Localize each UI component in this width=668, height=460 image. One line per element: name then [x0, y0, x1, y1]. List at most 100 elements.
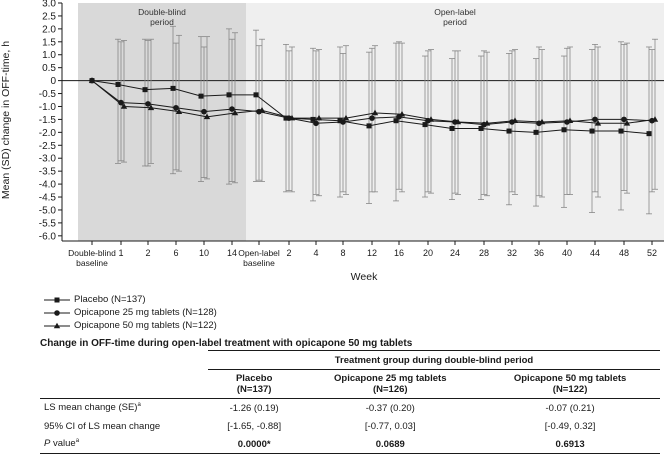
data-point-square — [115, 81, 121, 87]
data-point-triangle — [483, 119, 491, 126]
y-tick-label: -5.0 — [39, 205, 57, 216]
data-point-triangle — [538, 118, 546, 125]
y-axis-label: Mean (SD) change in OFF-time, h — [0, 41, 12, 199]
legend-swatch-circle — [44, 309, 70, 316]
y-tick-label: 2.5 — [42, 11, 56, 22]
data-point-square — [393, 118, 399, 124]
data-point-triangle — [651, 116, 659, 122]
data-point-triangle — [427, 116, 435, 122]
y-tick-label: -1.5 — [39, 115, 57, 126]
column-header-placebo: Placebo (N=137) — [208, 369, 301, 399]
y-tick-label: 0 — [50, 76, 56, 87]
data-point-triangle — [454, 118, 462, 125]
x-tick-label: 28 — [479, 248, 489, 258]
table-row: LS mean change (SE)a -1.26 (0.19) -0.37 … — [44, 402, 595, 414]
data-point-triangle — [594, 119, 602, 126]
x-tick-label: 36 — [534, 248, 544, 258]
data-point-square — [618, 128, 624, 134]
data-point-triangle — [203, 113, 211, 120]
x-tick-label: 44 — [590, 248, 600, 258]
data-point-triangle — [623, 119, 631, 126]
legend-label: Opicapone 50 mg tablets (N=122) — [74, 320, 217, 331]
data-point-square — [646, 131, 652, 137]
legend-swatch-triangle — [44, 322, 70, 328]
table-row: P valuea 0.0000* 0.0689 0.6913 — [40, 435, 660, 454]
y-tick-label: 1.0 — [42, 50, 56, 61]
data-point-square — [198, 93, 204, 99]
y-tick-label: -1.0 — [39, 102, 57, 113]
x-tick-label: 4 — [313, 248, 318, 258]
data-point-square — [478, 125, 484, 131]
y-tick-label: -3.5 — [39, 167, 57, 178]
data-point-square — [337, 118, 343, 124]
legend-item: Placebo (N=137) — [44, 293, 217, 306]
x-axis-label: Week — [351, 271, 378, 283]
data-point-circle — [592, 116, 598, 123]
data-point-circle — [313, 120, 319, 127]
data-point-square — [226, 92, 232, 98]
data-point-circle — [340, 119, 346, 125]
data-point-circle — [229, 106, 235, 112]
data-point-square — [170, 85, 176, 91]
data-point-circle — [369, 115, 375, 121]
data-point-triangle — [342, 114, 350, 121]
data-point-square — [142, 87, 148, 93]
data-point-square — [533, 129, 539, 135]
data-point-circle — [145, 101, 151, 107]
column-header-opicapone-50: Opicapone 50 mg tablets (N=122) — [480, 369, 660, 399]
legend-label: Opicapone 25 mg tablets (N=128) — [74, 307, 217, 318]
data-point-triangle — [288, 114, 296, 121]
data-point-triangle — [566, 117, 574, 124]
y-tick-label: -2.5 — [39, 141, 57, 152]
table-row: 95% CI of LS mean change [-1.65, -0.88] … — [44, 420, 596, 432]
y-tick-label: -2.0 — [39, 128, 57, 139]
chart-legend: Placebo (N=137) Opicapone 25 mg tablets (… — [44, 293, 217, 332]
table-group-header: Treatment group during double-blind peri… — [208, 350, 660, 370]
x-tick-label: 40 — [562, 248, 572, 258]
data-point-triangle — [398, 110, 406, 117]
data-point-triangle — [147, 104, 155, 111]
data-point-triangle — [120, 103, 128, 109]
data-point-circle — [621, 116, 627, 123]
legend-swatch-square — [44, 297, 70, 302]
x-tick-label: 32 — [507, 248, 517, 258]
data-point-square — [54, 297, 60, 302]
legend-label: Placebo (N=137) — [74, 294, 146, 305]
data-point-circle — [201, 108, 207, 115]
data-point-triangle — [511, 117, 519, 124]
x-tick-label: 20 — [423, 248, 433, 258]
data-point-triangle — [315, 114, 323, 121]
x-tick-label: 24 — [450, 248, 460, 258]
x-tick-label: 48 — [619, 248, 629, 258]
data-point-circle — [118, 99, 124, 106]
phase-label: Double-blind period — [138, 7, 186, 27]
data-point-square — [366, 123, 372, 129]
table-title: Change in OFF-time during open-label tre… — [40, 338, 413, 349]
double-blind-shade — [78, 3, 246, 241]
y-tick-label: -4.0 — [39, 180, 57, 191]
x-tick-label: 8 — [340, 248, 345, 258]
data-point-square — [310, 116, 316, 122]
data-point-triangle — [88, 77, 96, 83]
x-tick-label: 6 — [173, 248, 178, 258]
y-tick-label: -6.0 — [39, 231, 57, 242]
legend-item: Opicapone 50 mg tablets (N=122) — [44, 319, 217, 332]
y-tick-label: 3.0 — [42, 0, 56, 10]
data-point-triangle — [175, 108, 183, 114]
data-point-triangle — [53, 322, 61, 328]
x-tick-label: 1 — [118, 248, 123, 258]
x-tick-label: 2 — [286, 248, 291, 258]
y-tick-label: 1.5 — [42, 37, 56, 48]
data-point-square — [449, 125, 455, 131]
x-tick-label: Open-label baseline — [238, 248, 280, 268]
x-tick-label: 12 — [367, 248, 377, 258]
data-point-triangle — [231, 109, 239, 116]
data-point-square — [589, 128, 595, 134]
data-point-square — [506, 128, 512, 134]
x-tick-label: Double-blind baseline — [68, 248, 116, 268]
y-tick-label: -0.5 — [39, 89, 57, 100]
column-header-opicapone-25: Opicapone 25 mg tablets (N=126) — [300, 369, 481, 399]
data-point-triangle — [258, 107, 266, 113]
legend-item: Opicapone 25 mg tablets (N=128) — [44, 306, 217, 319]
data-point-square — [561, 127, 567, 133]
